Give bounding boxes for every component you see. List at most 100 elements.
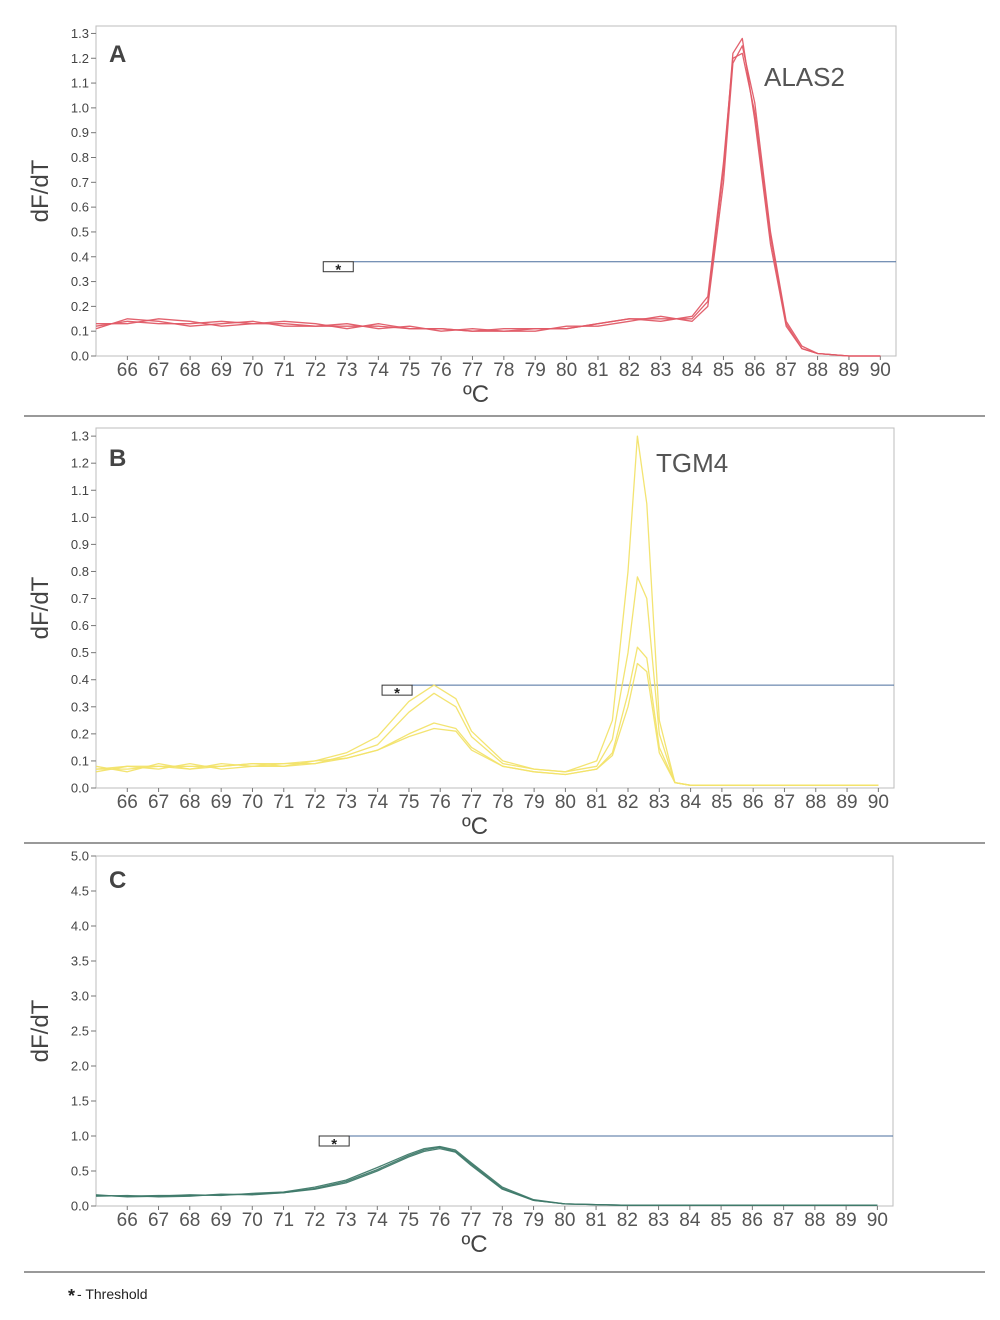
y-tick-label: 3.5 xyxy=(71,954,89,969)
x-tick-label: 68 xyxy=(179,792,200,813)
panel-label: B xyxy=(109,445,126,472)
x-tick-label: 69 xyxy=(211,360,232,381)
y-tick-label: 2.0 xyxy=(71,1059,89,1074)
y-tick-label: 0.2 xyxy=(71,726,89,741)
y-tick-label: 0.1 xyxy=(71,324,89,339)
series-line-3 xyxy=(95,1147,878,1206)
plot-area xyxy=(95,427,895,789)
y-tick-label: 1.0 xyxy=(71,1129,89,1144)
y-tick-label: 4.5 xyxy=(71,884,89,899)
x-tick-label: 89 xyxy=(836,1210,857,1231)
chart-panel-b: 0.0 0.1 0.2 0.3 0.4 0.5 0.6 0.7 0.8 0.9 1.0 1.1 1.2 1… xyxy=(24,427,985,844)
x-axis-label: ºC xyxy=(462,813,488,840)
x-tick-label: 88 xyxy=(804,1210,825,1231)
y-tick-label: 0.2 xyxy=(71,299,89,314)
x-tick-label: 74 xyxy=(367,1210,389,1231)
peak-annotation: TGM4 xyxy=(656,448,728,478)
x-tick-label: 85 xyxy=(711,1210,732,1231)
y-tick-label: 0.5 xyxy=(71,224,89,239)
y-axis-label: dF/dT xyxy=(27,159,54,222)
x-axis-label: ºC xyxy=(463,381,489,408)
x-tick-label: 74 xyxy=(367,792,389,813)
x-tick-label: 70 xyxy=(242,1210,263,1231)
x-tick-label: 90 xyxy=(868,792,889,813)
x-tick-label: 87 xyxy=(776,360,797,381)
x-tick-label: 81 xyxy=(587,360,608,381)
x-tick-label: 90 xyxy=(867,1210,888,1231)
x-tick-label: 66 xyxy=(117,360,138,381)
x-tick-label: 71 xyxy=(273,1210,294,1231)
y-tick-label: 0.9 xyxy=(71,537,89,552)
threshold-legend-text: - Threshold xyxy=(77,1286,148,1302)
panel-label: C xyxy=(109,867,126,894)
y-tick-label: 0.8 xyxy=(71,564,89,579)
y-tick-label: 1.2 xyxy=(71,51,89,66)
x-tick-label: 78 xyxy=(492,1210,513,1231)
threshold-marker: * xyxy=(331,1136,337,1153)
threshold-marker-box xyxy=(318,1135,350,1147)
threshold-marker: * xyxy=(394,685,400,702)
x-tick-label: 67 xyxy=(148,792,169,813)
y-tick-label: 0.8 xyxy=(71,150,89,165)
x-tick-label: 66 xyxy=(117,1210,138,1231)
y-tick-label: 1.2 xyxy=(71,456,89,471)
x-tick-label: 82 xyxy=(617,792,638,813)
y-tick-label: 0.3 xyxy=(71,274,89,289)
x-tick-label: 77 xyxy=(460,1210,481,1231)
x-tick-label: 70 xyxy=(242,792,263,813)
threshold-marker: * xyxy=(335,262,341,279)
y-tick-label: 1.1 xyxy=(71,483,89,498)
x-tick-label: 83 xyxy=(648,1210,669,1231)
y-tick-label: 0.0 xyxy=(71,781,89,796)
x-tick-label: 86 xyxy=(744,360,765,381)
y-tick-label: 0.5 xyxy=(71,645,89,660)
x-tick-label: 82 xyxy=(617,1210,638,1231)
y-tick-label: 0.6 xyxy=(71,618,89,633)
y-axis-label: dF/dT xyxy=(27,576,54,639)
x-tick-label: 69 xyxy=(210,1210,231,1231)
y-tick-label: 0.7 xyxy=(71,591,89,606)
y-tick-label: 0.1 xyxy=(71,753,89,768)
x-tick-label: 84 xyxy=(682,360,704,381)
x-tick-label: 79 xyxy=(525,360,546,381)
x-tick-label: 89 xyxy=(838,360,859,381)
x-tick-label: 69 xyxy=(211,792,232,813)
y-tick-label: 0.5 xyxy=(71,1164,89,1179)
y-tick-label: 0.6 xyxy=(71,200,89,215)
x-tick-label: 75 xyxy=(399,360,420,381)
x-tick-label: 84 xyxy=(680,792,702,813)
x-tick-label: 68 xyxy=(179,1210,200,1231)
plot-area xyxy=(95,855,894,1207)
x-tick-label: 75 xyxy=(398,1210,419,1231)
x-tick-label: 86 xyxy=(743,792,764,813)
x-tick-label: 72 xyxy=(304,1210,325,1231)
y-tick-label: 0.3 xyxy=(71,699,89,714)
x-tick-label: 85 xyxy=(711,792,732,813)
x-tick-label: 72 xyxy=(305,360,326,381)
plot-area xyxy=(95,25,897,357)
chart-panel-a: 0.0 0.1 0.2 0.3 0.4 0.5 0.6 0.7 0.8 0.9 1.0 1.1 1.2 1… xyxy=(24,25,985,417)
x-tick-label: 73 xyxy=(335,1210,356,1231)
y-tick-label: 1.3 xyxy=(71,26,89,41)
x-tick-label: 73 xyxy=(336,792,357,813)
series-line-1 xyxy=(96,435,879,786)
x-tick-label: 77 xyxy=(461,792,482,813)
x-axis-label: ºC xyxy=(461,1231,487,1258)
x-tick-label: 78 xyxy=(493,360,514,381)
x-tick-label: 89 xyxy=(836,792,857,813)
x-tick-label: 74 xyxy=(368,360,390,381)
y-tick-label: 1.0 xyxy=(71,100,89,115)
x-tick-label: 88 xyxy=(807,360,828,381)
x-tick-label: 81 xyxy=(586,1210,607,1231)
x-tick-label: 67 xyxy=(148,360,169,381)
threshold-legend: * - Threshold xyxy=(68,1286,148,1307)
x-tick-label: 78 xyxy=(492,792,513,813)
x-tick-label: 72 xyxy=(304,792,325,813)
y-tick-label: 1.0 xyxy=(71,510,89,525)
x-tick-label: 90 xyxy=(870,360,891,381)
y-tick-label: 0.0 xyxy=(71,349,89,364)
y-tick-label: 1.1 xyxy=(71,76,89,91)
x-tick-label: 82 xyxy=(619,360,640,381)
x-tick-label: 66 xyxy=(117,792,138,813)
x-tick-label: 68 xyxy=(180,360,201,381)
